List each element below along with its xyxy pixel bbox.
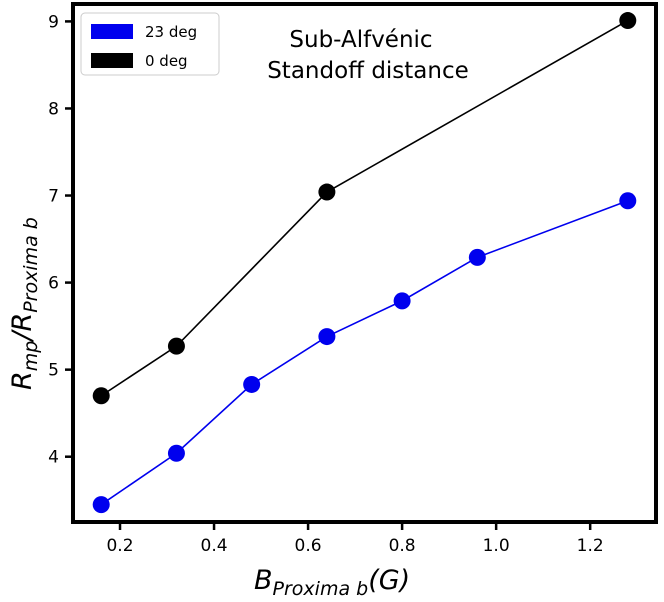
legend-label-23-deg: 23 deg [145,23,197,41]
y-tick-label: 9 [48,12,59,32]
x-axis-label: BProxima b(G) [254,565,410,600]
data-point-23-deg [318,328,336,346]
plot-frame [71,2,658,524]
y-axis-label: Rmp/RProxima b [7,217,42,390]
data-point-23-deg [167,444,185,462]
x-tick-label: 1.2 [577,536,604,556]
x-axis-ticks: 0.2 0.4 0.6 0.8 1.0 1.2 [106,522,604,556]
annotation-line-1: Sub-Alfvénic [289,27,432,53]
data-point-0-deg [92,387,110,405]
legend: 23 deg 0 deg [80,12,220,76]
data-point-23-deg [243,375,261,393]
data-point-23-deg [393,292,411,310]
y-tick-label: 8 [48,99,59,119]
data-point-23-deg [92,496,110,514]
legend-swatch-23-deg [91,24,133,39]
x-tick-label: 0.2 [106,536,133,556]
data-point-23-deg [619,192,637,210]
y-tick-label: 5 [48,361,59,381]
legend-label-0-deg: 0 deg [145,52,188,70]
x-tick-label: 0.6 [295,536,322,556]
data-point-0-deg [619,12,637,30]
y-tick-label: 6 [48,274,59,294]
y-axis-ticks: 4 5 6 7 8 9 [48,12,73,468]
y-tick-label: 4 [48,448,59,468]
annotation-line-2: Standoff distance [267,58,469,84]
x-tick-label: 0.4 [201,536,228,556]
data-point-23-deg [468,248,486,266]
x-tick-label: 0.8 [389,536,416,556]
series-line-0-deg [100,19,629,397]
legend-swatch-0-deg [91,53,133,68]
data-point-0-deg [167,337,185,355]
data-point-0-deg [318,183,336,201]
x-tick-label: 1.0 [483,536,510,556]
y-tick-label: 7 [48,187,59,207]
series-layer [92,12,637,514]
